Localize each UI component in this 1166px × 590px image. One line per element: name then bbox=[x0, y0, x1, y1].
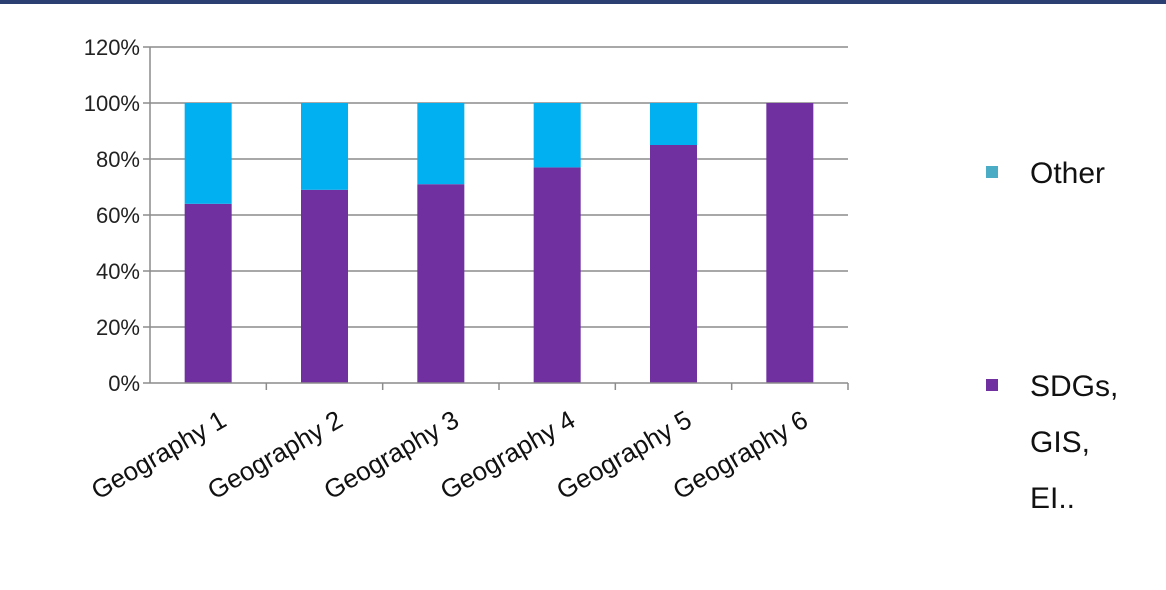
bars bbox=[184, 103, 814, 383]
y-tick-label: 0% bbox=[108, 371, 140, 396]
bar-segment bbox=[533, 103, 581, 168]
y-tick-labels: 0% 20% 40% 60% 80% 100% 120% bbox=[84, 35, 140, 396]
legend-label: Other bbox=[1030, 157, 1105, 190]
bar-segment bbox=[417, 103, 465, 185]
legend: Other SDGs, GIS, EI.. bbox=[986, 157, 1118, 515]
bar-segment bbox=[301, 189, 348, 383]
legend-marker bbox=[986, 166, 998, 178]
legend-marker bbox=[986, 379, 998, 391]
bar-segment bbox=[184, 203, 232, 383]
y-tick-label: 60% bbox=[96, 203, 140, 228]
bar-segment bbox=[301, 103, 348, 190]
bar-segment bbox=[184, 103, 232, 204]
bar-segment bbox=[650, 145, 697, 383]
gridlines bbox=[150, 46, 848, 328]
bar-segment bbox=[650, 103, 697, 145]
bar-segment bbox=[417, 184, 465, 383]
axes bbox=[143, 46, 849, 390]
y-tick-label: 40% bbox=[96, 259, 140, 284]
y-tick-label: 80% bbox=[96, 147, 140, 172]
y-tick-label: 100% bbox=[84, 91, 140, 116]
legend-label: EI.. bbox=[1030, 482, 1075, 515]
top-border bbox=[0, 0, 1166, 4]
bar-segment bbox=[766, 103, 814, 383]
y-tick-label: 20% bbox=[96, 315, 140, 340]
legend-label: SDGs, bbox=[1030, 370, 1118, 403]
legend-label: GIS, bbox=[1030, 426, 1090, 459]
y-tick-label: 120% bbox=[84, 35, 140, 60]
bar-segment bbox=[533, 167, 581, 383]
